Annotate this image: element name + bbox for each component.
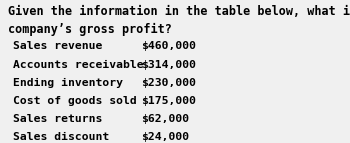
Text: Sales returns: Sales returns	[13, 114, 103, 124]
Text: $314,000: $314,000	[141, 60, 196, 70]
Text: $175,000: $175,000	[141, 96, 196, 106]
Text: company’s gross profit?: company’s gross profit?	[8, 23, 172, 36]
Text: Ending inventory: Ending inventory	[13, 78, 123, 88]
Text: $230,000: $230,000	[141, 78, 196, 88]
Text: Sales revenue: Sales revenue	[13, 41, 103, 51]
Text: Given the information in the table below, what is the: Given the information in the table below…	[8, 5, 350, 18]
Text: $24,000: $24,000	[141, 132, 189, 142]
Text: Sales discount: Sales discount	[13, 132, 109, 142]
Text: Accounts receivable: Accounts receivable	[13, 60, 144, 70]
Text: Cost of goods sold: Cost of goods sold	[13, 96, 137, 106]
Text: $460,000: $460,000	[141, 41, 196, 51]
Text: $62,000: $62,000	[141, 114, 189, 124]
